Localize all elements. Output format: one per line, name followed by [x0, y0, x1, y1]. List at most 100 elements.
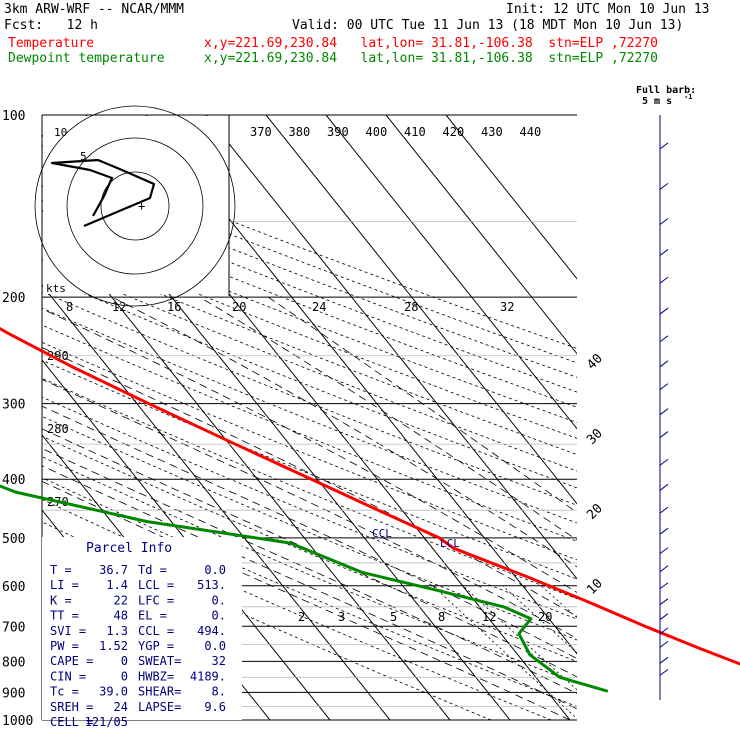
theta-tick-label: 430 [481, 125, 503, 139]
parcel-field-value: 48 [114, 609, 128, 623]
hodograph-speed-label: 12 [112, 300, 126, 314]
hodograph-speed-label: 24 [312, 300, 326, 314]
mixing-ratio-line [432, 585, 577, 720]
parcel-field-value: 0 [121, 654, 128, 668]
wind-barb-flag [659, 565, 669, 573]
hodograph-ring-label: 5 [80, 150, 87, 163]
barb-legend-line1: Full barb: [636, 85, 696, 96]
parcel-field-label: Td = [138, 563, 167, 577]
parcel-field-label: LFC = [138, 593, 174, 607]
isotherm-line [42, 359, 331, 720]
theta-tick-label: 290 [47, 349, 69, 363]
wind-barb-flag [659, 483, 669, 491]
parcel-field-label: SVI = [50, 624, 86, 638]
parcel-field-value: 513. [197, 578, 226, 592]
parcel-field-value: 494. [197, 624, 226, 638]
isotherm-line [42, 209, 451, 720]
parcel-field-label: SHEAR= [138, 685, 181, 699]
parcel-field-value: 32 [212, 654, 226, 668]
parcel-field-label: LCL = [138, 578, 174, 592]
wind-barb-flag [659, 218, 669, 225]
pressure-tick-label: 200 [2, 291, 25, 306]
wind-barb-flag [659, 613, 669, 621]
parcel-field-value: 24 [114, 700, 128, 714]
hodograph-speed-label: 16 [167, 300, 181, 314]
hodograph: +10 5 kts [34, 105, 236, 307]
parcel-field-value: 4189. [190, 669, 226, 683]
parcel-field-value: 22 [114, 593, 128, 607]
parcel-field-value: 0. [212, 609, 226, 623]
theta-tick-label: 380 [289, 125, 311, 139]
wind-barb-flag [659, 431, 669, 438]
wind-barbs [659, 115, 669, 700]
parcel-field-label: Tc = [50, 685, 79, 699]
parcel-field-value: 121/05 [85, 715, 128, 729]
pressure-tick-label: 1000 [2, 714, 33, 729]
parcel-field-label: CCL = [138, 624, 174, 638]
mixing-ratio-line [540, 585, 577, 619]
parcel-field-label: LAPSE= [138, 700, 181, 714]
parcel-info-title: Parcel Info [86, 541, 172, 556]
parcel-field-label: EL = [138, 609, 167, 623]
mixing-ratio-label: 2 [298, 610, 305, 624]
mixing-ratio-line [621, 586, 740, 720]
isotherm-line [42, 284, 391, 720]
pressure-tick-label: 400 [2, 473, 25, 488]
parcel-field-label: SREH = [50, 700, 93, 714]
hodograph-speed-label: 32 [500, 300, 514, 314]
mixing-ratio-label: 3 [338, 610, 345, 624]
hodograph-speed-label: 8 [66, 300, 73, 314]
temperature-location: x,y=221.69,230.84 lat,lon= 31.81,-106.38… [204, 36, 658, 51]
pressure-tick-label: 100 [2, 109, 25, 124]
parcel-field-label: K = [50, 593, 72, 607]
hodograph-speed-label: 20 [232, 300, 246, 314]
mixing-ratio-label: 20 [538, 610, 552, 624]
profile-series [0, 326, 740, 693]
isotherm-line [325, 115, 577, 430]
wind-barb-flag [659, 668, 669, 676]
wind-barb-flag [659, 527, 669, 535]
theta-tick-label: 370 [250, 125, 272, 139]
pressure-tick-label: 500 [2, 532, 25, 547]
wind-barb-flag [659, 360, 669, 368]
moist-adiabat [267, 296, 577, 513]
wind-barb-flag [659, 627, 669, 635]
hodograph-ring [34, 105, 236, 307]
wind-barb-flag [659, 142, 669, 150]
wind-barb-flag [659, 458, 669, 466]
temperature-profile-line [0, 326, 740, 666]
parcel-field-label: CAPE = [50, 654, 93, 668]
theta-tick-label: 280 [47, 422, 69, 436]
theta-tick-label: 440 [520, 125, 542, 139]
wind-barb-flag [659, 383, 669, 391]
wind-barb-flag [659, 640, 669, 648]
parcel-field-label: SWEAT= [138, 654, 181, 668]
isotherm-line [445, 115, 577, 280]
isotherm-tick-label: 30 [584, 426, 606, 448]
isotherm-line [205, 115, 577, 580]
mixing-ratio-label: 12 [482, 610, 496, 624]
parcel-field-value: 0 [121, 669, 128, 683]
dewpoint-profile-line [0, 484, 609, 693]
isotherm-tick-label: 10 [584, 576, 606, 598]
parcel-info-background [42, 537, 242, 720]
isopleth-labels: -80-70-60-50-401020304037038039040041042… [47, 125, 606, 624]
parcel-field-value: 8. [212, 685, 226, 699]
hodograph-ring [100, 171, 170, 241]
moist-adiabat [111, 296, 577, 568]
parcel-field-value: 39.0 [99, 685, 128, 699]
parcel-field-label: YGP = [138, 639, 174, 653]
theta-tick-label: 410 [404, 125, 426, 139]
parcel-field-value: 1.4 [106, 578, 128, 592]
mixing-ratio-line [462, 585, 577, 691]
mixing-ratio-line [502, 585, 577, 654]
isotherm-line [265, 115, 577, 505]
parcel-field-value: 9.6 [204, 700, 226, 714]
hodograph-units-label: kts [46, 282, 66, 295]
barb-legend-superscript: -1 [684, 93, 692, 101]
wind-barb-flag [659, 582, 669, 590]
isotherm-tick-label: 20 [584, 501, 606, 523]
wind-barb-flag [659, 506, 669, 514]
hodograph-speed-label: 28 [404, 300, 418, 314]
ccl-label: CCL [372, 527, 392, 540]
